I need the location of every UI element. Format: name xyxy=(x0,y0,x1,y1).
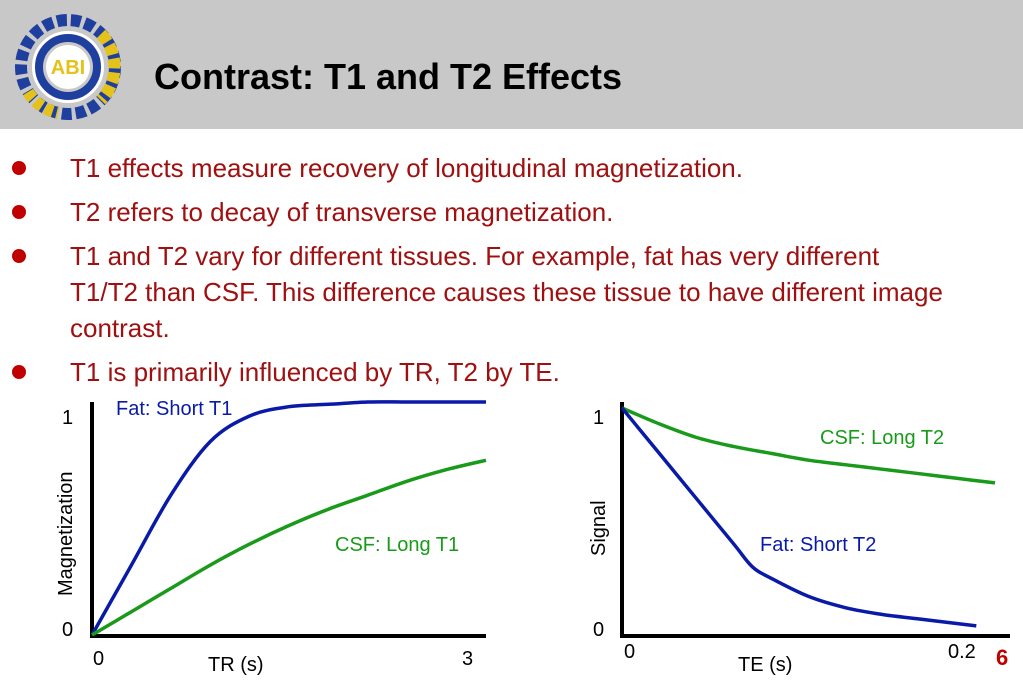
series-label-csf-long-t2: CSF: Long T2 xyxy=(820,427,944,449)
t2-y-tick-bottom: 0 xyxy=(593,619,604,641)
t2-chart: 1 0 0 0.2 TE (s) Signal CSF: Long T2 Fat… xyxy=(588,402,1010,676)
abi-logo: ABI xyxy=(15,14,121,120)
series-line-csf-long-t1 xyxy=(91,458,487,637)
bullet-text: T1 effects measure recovery of longitudi… xyxy=(70,153,743,183)
bullet-dot xyxy=(12,365,26,379)
slide-header: ABI Contrast: T1 and T2 Effects xyxy=(0,0,1023,129)
series-line-csf-long-t2 xyxy=(621,406,996,485)
t2-y-tick-top: 1 xyxy=(593,407,604,429)
t2-x-tick-right: 0.2 xyxy=(948,641,976,663)
t1-x-tick-right: 3 xyxy=(462,648,473,670)
series-label-csf-long-t1: CSF: Long T1 xyxy=(335,534,459,556)
bullet-text: T2 refers to decay of transverse magneti… xyxy=(70,197,614,227)
t1-chart: 1 0 0 3 TR (s) Magnetization Fat: Short … xyxy=(55,398,487,676)
series-line-fat-short-t2 xyxy=(620,406,977,628)
series-label-fat-short-t2: Fat: Short T2 xyxy=(760,534,876,556)
bullet-dot xyxy=(12,161,26,175)
logo-outer-ring xyxy=(15,14,121,120)
t1-y-tick-top: 1 xyxy=(62,407,73,429)
t1-x-tick-left: 0 xyxy=(93,648,104,670)
bullet-text: T1 and T2 vary for different tissues. Fo… xyxy=(70,241,943,343)
t2-y-label: Signal xyxy=(588,500,610,556)
t1-y-label: Magnetization xyxy=(55,471,77,596)
page-number: 6 xyxy=(996,645,1009,670)
series-line-fat-short-t1 xyxy=(90,400,486,636)
series-label-fat-short-t1: Fat: Short T1 xyxy=(116,398,232,420)
t1-x-label: TR (s) xyxy=(208,654,264,676)
page-title: Contrast: T1 and T2 Effects xyxy=(154,56,623,97)
bullet-text: T1 is primarily influenced by TR, T2 by … xyxy=(70,357,560,387)
bullet-dot xyxy=(12,249,26,263)
bullet-dot xyxy=(12,205,26,219)
t2-x-tick-left: 0 xyxy=(624,641,635,663)
t2-x-label: TE (s) xyxy=(738,654,792,676)
t1-y-tick-bottom: 0 xyxy=(62,619,73,641)
logo-text: ABI xyxy=(51,57,85,79)
